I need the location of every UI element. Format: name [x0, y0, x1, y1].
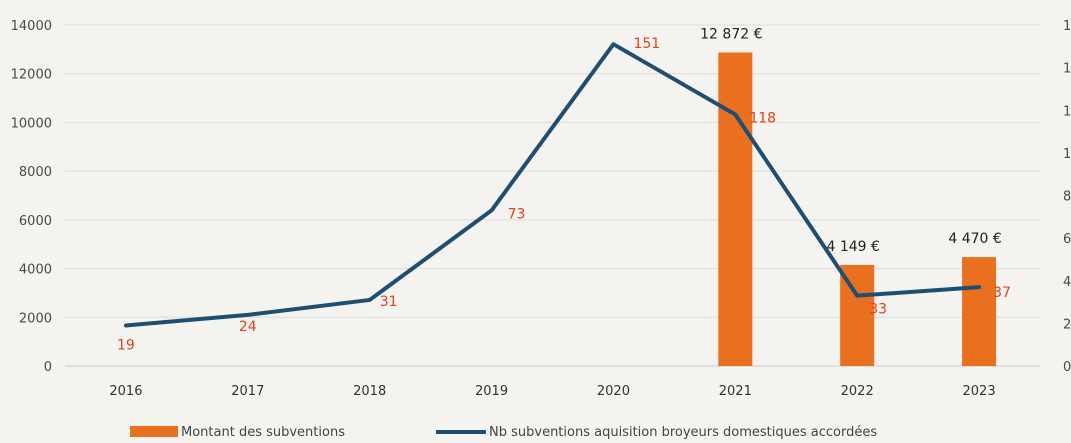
line-point: [246, 313, 250, 317]
line-data-label: 37: [993, 285, 1011, 301]
x-tick-label: 2023: [963, 384, 996, 399]
bar-data-label: 4 470 €: [948, 231, 1001, 247]
line-data-label: 24: [239, 319, 257, 335]
left-axis: 0 2000 4000 6000 8000 10000 12000 14000: [11, 19, 52, 375]
x-tick-label: 2018: [353, 384, 386, 399]
line-series: [123, 42, 982, 328]
x-tick-label: 2020: [597, 384, 630, 399]
bar-series: [718, 52, 997, 367]
x-tick-label: 2016: [109, 384, 142, 399]
line-point: [855, 294, 859, 298]
line-point: [368, 298, 372, 302]
legend: Montant des subventions Nb subventions aq…: [130, 425, 877, 440]
legend-label-bar: Montant des subventions: [181, 425, 345, 440]
x-axis: 2016 2017 2018 2019 2020 2021 2022 2023: [109, 384, 995, 399]
legend-swatch-bar: [130, 426, 178, 437]
x-tick-label: 2022: [841, 384, 874, 399]
right-tick-label: 60: [1063, 232, 1071, 247]
bar: [962, 257, 997, 366]
bar-data-label: 12 872 €: [700, 26, 762, 42]
gridlines: [65, 24, 1040, 367]
series-line: [123, 42, 982, 328]
left-tick-label: 2000: [19, 311, 52, 326]
line-point: [733, 113, 737, 117]
bar-data-label: 4 149 €: [826, 239, 879, 255]
left-tick-label: 8000: [19, 165, 52, 180]
line-data-label: 31: [380, 294, 398, 310]
line-data-label: 73: [508, 206, 526, 222]
right-tick-label: 20: [1063, 317, 1071, 332]
left-tick-label: 6000: [19, 214, 52, 229]
x-tick-label: 2019: [475, 384, 508, 399]
line-point: [490, 208, 494, 212]
right-tick-label: 0: [1063, 360, 1071, 375]
bar: [718, 52, 753, 367]
left-tick-label: 12000: [11, 68, 52, 83]
line-data-label: 151: [633, 36, 660, 52]
left-tick-label: 10000: [11, 116, 52, 131]
line-point: [611, 42, 615, 46]
line-point: [124, 324, 128, 328]
left-tick-label: 14000: [11, 19, 52, 34]
line-data-label: 33: [869, 302, 887, 318]
legend-label-line: Nb subventions aquisition broyeurs domes…: [489, 425, 877, 440]
x-tick-label: 2021: [719, 384, 752, 399]
line-point: [977, 285, 981, 289]
right-tick-label: 40: [1063, 275, 1071, 290]
data-labels: 12 872 € 4 149 € 4 470 € 19 24 31 73 151 118 33 37: [117, 26, 1011, 353]
right-tick-label: 100: [1063, 147, 1071, 162]
right-tick-label: 140: [1063, 62, 1071, 77]
line-data-label: 19: [117, 338, 135, 354]
right-axis: 0 20 40 60 80 100 120 140 160: [1063, 19, 1071, 375]
left-tick-label: 4000: [19, 263, 52, 278]
left-tick-label: 0: [44, 360, 52, 375]
right-tick-label: 120: [1063, 104, 1071, 119]
x-tick-label: 2017: [231, 384, 264, 399]
right-tick-label: 80: [1063, 190, 1071, 205]
line-data-label: 118: [749, 111, 776, 127]
right-tick-label: 160: [1063, 19, 1071, 34]
